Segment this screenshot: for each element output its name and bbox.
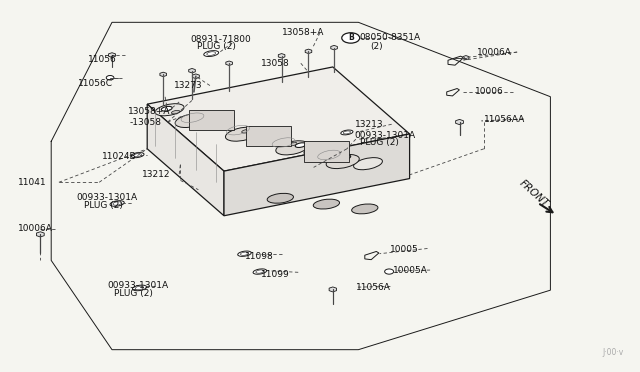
Polygon shape [305,49,312,54]
Polygon shape [36,232,44,237]
Polygon shape [329,287,337,292]
Text: 10005: 10005 [390,246,419,254]
Ellipse shape [289,142,297,146]
Text: PLUG (2): PLUG (2) [84,201,124,210]
Text: 11041: 11041 [18,178,47,187]
Text: 13058: 13058 [261,59,290,68]
Polygon shape [189,68,195,73]
Ellipse shape [110,201,124,206]
Text: 08931-71800: 08931-71800 [191,35,252,44]
Polygon shape [463,55,469,60]
Polygon shape [109,53,115,57]
Ellipse shape [295,143,306,147]
Polygon shape [246,126,291,146]
Ellipse shape [205,117,234,129]
Text: 11098: 11098 [244,252,273,261]
Ellipse shape [237,251,252,256]
Ellipse shape [175,113,208,128]
Polygon shape [331,45,337,50]
Text: 10006A: 10006A [18,224,52,233]
Ellipse shape [351,204,378,214]
Ellipse shape [155,104,184,116]
Circle shape [106,76,114,80]
Text: J·00·v: J·00·v [603,348,624,357]
Polygon shape [304,141,349,162]
Ellipse shape [253,269,267,274]
Ellipse shape [335,155,344,158]
Text: PLUG (2): PLUG (2) [197,42,236,51]
Text: 10006: 10006 [475,87,504,96]
Ellipse shape [131,153,144,158]
Text: PLUG (2): PLUG (2) [114,289,153,298]
Text: 00933-1301A: 00933-1301A [77,193,138,202]
Text: B: B [348,33,353,42]
Text: -13058: -13058 [129,118,161,126]
Text: 00933-1301A: 00933-1301A [108,281,169,290]
Text: FRONT: FRONT [517,178,550,209]
Circle shape [385,269,394,274]
Text: 11056AA: 11056AA [484,115,525,124]
Text: PLUG (2): PLUG (2) [360,138,399,147]
Text: 11024B: 11024B [102,152,137,161]
Text: 11056C: 11056C [78,79,113,88]
Polygon shape [189,110,234,131]
Ellipse shape [340,130,353,135]
Polygon shape [160,72,166,77]
Ellipse shape [267,193,294,203]
Text: 13273: 13273 [174,81,203,90]
Ellipse shape [340,155,351,160]
Text: 08050-8351A: 08050-8351A [360,33,421,42]
Ellipse shape [225,127,259,141]
Polygon shape [456,119,463,125]
Ellipse shape [353,158,383,170]
Ellipse shape [276,141,309,155]
Ellipse shape [195,117,204,120]
Ellipse shape [172,110,180,114]
Ellipse shape [206,119,217,123]
Text: 13213: 13213 [355,120,383,129]
Polygon shape [147,67,410,171]
Text: 11056: 11056 [88,55,117,64]
Ellipse shape [161,106,172,111]
Polygon shape [193,74,199,78]
Ellipse shape [304,144,333,156]
Text: 10006A: 10006A [477,48,512,57]
Polygon shape [226,61,232,65]
Text: (2): (2) [370,42,383,51]
Ellipse shape [218,123,227,126]
Polygon shape [107,76,113,80]
Ellipse shape [251,131,261,135]
Polygon shape [147,104,224,216]
Circle shape [342,33,360,43]
Polygon shape [224,134,410,216]
Ellipse shape [254,131,284,143]
Text: 13212: 13212 [142,170,171,179]
Text: 00933-1301A: 00933-1301A [355,131,416,140]
Ellipse shape [204,51,219,57]
Ellipse shape [326,154,359,169]
Text: 10005A: 10005A [393,266,428,275]
Text: 11099: 11099 [261,270,290,279]
Ellipse shape [312,149,321,152]
Polygon shape [278,54,285,58]
Ellipse shape [313,199,340,209]
Text: 13058+A: 13058+A [282,28,324,37]
Ellipse shape [265,136,273,140]
Ellipse shape [242,129,250,133]
Ellipse shape [132,285,147,291]
Text: 11056A: 11056A [356,283,390,292]
Text: 13058+A: 13058+A [128,107,170,116]
